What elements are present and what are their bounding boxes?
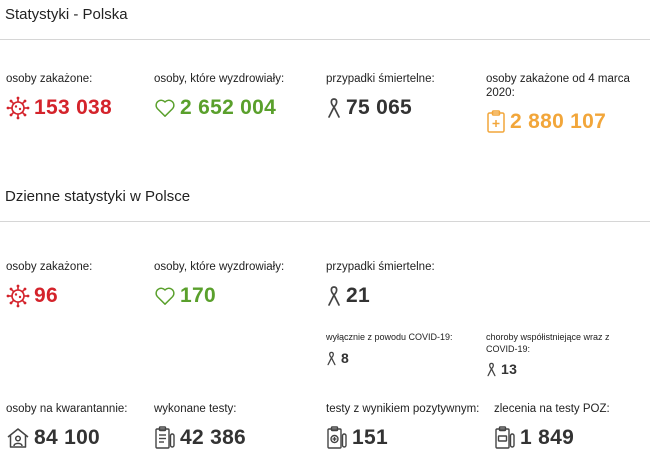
daily-positive-stat: testy z wynikiem pozytywnym: 151: [326, 402, 486, 450]
house-person-icon: [6, 427, 30, 449]
daily-covid-only-value: 8: [341, 350, 350, 366]
stat-label: wykonane testy:: [154, 403, 237, 415]
daily-recovered-stat: osoby, które wyzdrowiały: 170: [154, 260, 314, 308]
daily-deaths-stat: przypadki śmiertelne: 21: [326, 260, 476, 308]
clipboard-icon: [486, 110, 506, 134]
daily-comorbid-stat: choroby współistniejące wraz z COVID-19:…: [486, 331, 636, 377]
virus-icon: [6, 284, 30, 308]
poland-recovered-stat: osoby, które wyzdrowiały: 2 652 004: [154, 72, 314, 120]
heart-icon: [154, 98, 176, 118]
stat-label: osoby, które wyzdrowiały:: [154, 73, 285, 85]
daily-deaths-value: 21: [346, 284, 370, 307]
daily-tests-value: 42 386: [180, 426, 247, 449]
daily-comorbid-value: 13: [501, 361, 518, 377]
stat-label: osoby na kwarantannie:: [6, 403, 128, 415]
daily-stats-title: Dzienne statystyki w Polsce: [5, 188, 191, 205]
poz-test-icon: [494, 426, 516, 450]
heart-icon: [154, 286, 176, 306]
poland-recovered-value: 2 652 004: [180, 96, 277, 119]
stat-label: osoby zakażone od 4 marca 2020:: [486, 73, 630, 99]
daily-poz-stat: zlecenia na testy POZ: 1 849: [494, 402, 644, 450]
daily-poz-value: 1 849: [520, 426, 575, 449]
stat-label: osoby, które wyzdrowiały:: [154, 261, 285, 273]
virus-icon: [6, 96, 30, 120]
stat-label: przypadki śmiertelne:: [326, 261, 435, 273]
stat-label: choroby współistniejące wraz z COVID-19:: [486, 332, 610, 354]
positive-test-icon: [326, 426, 348, 450]
daily-tests-stat: wykonane testy: 42 386: [154, 402, 314, 450]
stat-label: testy z wynikiem pozytywnym:: [326, 403, 480, 415]
daily-covid-only-stat: wyłącznie z powodu COVID-19: 8: [326, 331, 476, 366]
poland-total-stat: osoby zakażone od 4 marca 2020: 2 880 10…: [486, 72, 636, 134]
poland-deaths-stat: przypadki śmiertelne: 75 065: [326, 72, 476, 120]
poland-deaths-value: 75 065: [346, 96, 413, 119]
daily-quarantine-stat: osoby na kwarantannie: 84 100: [6, 402, 146, 450]
daily-recovered-value: 170: [180, 284, 216, 307]
ribbon-icon: [326, 97, 342, 119]
ribbon-icon: [486, 362, 497, 377]
daily-infected-value: 96: [34, 284, 58, 307]
ribbon-icon: [326, 351, 337, 366]
poland-infected-stat: osoby zakażone: 153 038: [6, 72, 146, 120]
poland-total-value: 2 880 107: [510, 110, 607, 133]
poland-divider: [0, 39, 650, 40]
stat-label: osoby zakażone:: [6, 261, 93, 273]
poland-infected-value: 153 038: [34, 96, 113, 119]
stat-label: zlecenia na testy POZ:: [494, 403, 610, 415]
stat-label: osoby zakażone:: [6, 73, 93, 85]
stat-label: wyłącznie z powodu COVID-19:: [326, 332, 453, 342]
ribbon-icon: [326, 285, 342, 307]
test-list-icon: [154, 426, 176, 450]
daily-infected-stat: osoby zakażone: 96: [6, 260, 146, 308]
stat-label: przypadki śmiertelne:: [326, 73, 435, 85]
poland-stats-title: Statystyki - Polska: [5, 6, 128, 23]
daily-divider: [0, 221, 650, 222]
daily-positive-value: 151: [352, 426, 388, 449]
daily-quarantine-value: 84 100: [34, 426, 101, 449]
